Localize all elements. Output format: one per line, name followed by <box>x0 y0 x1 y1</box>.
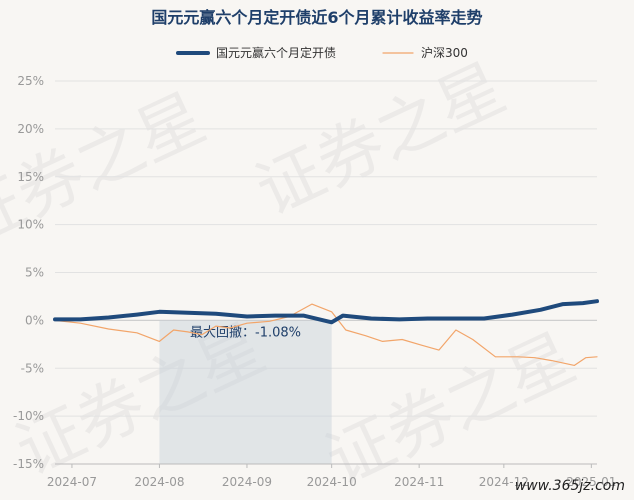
y-tick-label: -5% <box>21 361 44 375</box>
y-tick-label: 0% <box>25 313 44 327</box>
y-tick-label: 10% <box>17 218 44 232</box>
watermark-text: 证券之星 <box>245 49 517 230</box>
x-tick-label: 2024-11 <box>394 475 444 489</box>
y-tick-label: -10% <box>13 409 44 423</box>
drawdown-label: 最大回撤：-1.08% <box>190 324 301 340</box>
legend: 国元元赢六个月定开债 沪深300 <box>176 45 468 60</box>
y-tick-label: 25% <box>17 74 44 88</box>
x-tick-label: 2024-10 <box>307 475 357 489</box>
y-tick-label: -15% <box>13 457 44 471</box>
x-tick-label: 2024-12 <box>479 475 529 489</box>
chart-title: 国元元赢六个月定开债近6个月累计收益率走势 <box>151 8 482 27</box>
y-tick-label: 5% <box>25 266 44 280</box>
x-axis-ticks: 2024-07 2024-08 2024-09 2024-10 2024-11 2024-… <box>47 463 616 489</box>
y-tick-label: 15% <box>17 170 44 184</box>
drawdown-region <box>159 320 332 464</box>
watermark-text: 证券之星 <box>315 319 587 500</box>
series-layer <box>53 299 599 366</box>
legend-label: 国元元赢六个月定开债 <box>216 45 336 60</box>
series-line-index <box>54 303 598 366</box>
x-tick-label: 2024-07 <box>47 475 97 489</box>
x-tick-label: 2024-08 <box>134 475 184 489</box>
series-line-fund <box>53 299 599 325</box>
x-tick-label: 2025-01 <box>566 475 616 489</box>
y-axis-ticks: -15% -10% -5% 0% 5% 10% 15% 20% 25% <box>13 74 44 471</box>
y-tick-label: 20% <box>17 122 44 136</box>
x-tick-label: 2024-09 <box>222 475 272 489</box>
legend-label: 沪深300 <box>421 46 468 60</box>
footer-url: www.365jz.com <box>515 478 625 494</box>
